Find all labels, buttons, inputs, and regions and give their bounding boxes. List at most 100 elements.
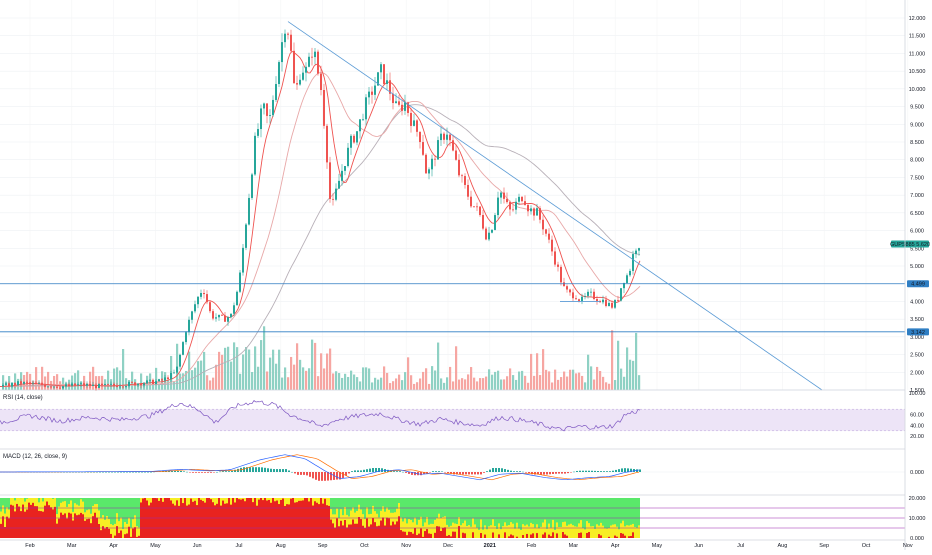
squeeze-yellow-bar [476,527,478,538]
macd-histogram-bar [330,472,332,481]
macd-histogram-bar [609,471,611,472]
squeeze-yellow-bar [590,526,592,538]
candle-body [479,206,481,215]
macd-histogram-bar [570,472,572,473]
squeeze-red-bar [442,527,444,538]
squeeze-red-bar [434,532,436,538]
macd-histogram-bar [396,471,398,472]
squeeze-red-bar [266,500,268,538]
macd-histogram-bar [84,471,86,473]
squeeze-red-bar [16,503,18,538]
squeeze-red-bar [234,502,236,538]
squeeze-yellow-bar [532,524,534,538]
squeeze-red-bar [410,532,412,538]
candle-body [209,302,211,312]
candle-body [515,201,517,210]
squeeze-red-bar [280,499,282,538]
squeeze-red-bar [400,530,402,538]
squeeze-pane[interactable]: 20.000 10.000 0.000 [0,496,925,542]
candle-body [122,386,124,388]
macd-histogram-bar [216,471,218,473]
macd-histogram-bar [351,471,353,472]
macd-histogram-bar [363,469,365,472]
macd-histogram-bar [405,472,407,473]
candle-body [41,383,43,385]
squeeze-yellow-bar [554,529,556,538]
volume-bar [191,370,194,390]
squeeze-red-bar [632,532,634,538]
squeeze-red-bar [106,527,108,538]
price-pane[interactable] [0,0,909,391]
price-tick-label: 9.000 [910,122,924,128]
squeeze-yellow-bar [530,522,532,538]
candle-body [410,112,412,126]
squeeze-yellow-bar [626,525,628,538]
candle-body [80,383,82,385]
volume-bar [140,373,143,390]
squeeze-yellow-bar [536,524,538,538]
macd-histogram-bar [261,467,263,472]
macd-histogram-bar [507,469,509,472]
macd-histogram-bar [573,471,575,473]
macd-histogram-bar [372,468,374,472]
time-axis-label: Oct [360,543,369,549]
time-axis-label: Aug [778,543,788,549]
candle-body [158,379,160,382]
candle-body [392,93,394,104]
candle-body [569,289,571,293]
volume-bar [416,382,419,390]
squeeze-yellow-bar [502,526,504,538]
volume-bar [287,377,290,390]
candle-body [467,184,469,197]
volume-bar [77,370,80,390]
volume-bar [407,357,410,390]
squeeze-red-bar [510,534,512,538]
volume-bar [386,372,389,390]
rsi-pane[interactable]: RSI (14, close) 100.00 60.00 40.00 20.00 [0,391,925,450]
macd-pane[interactable]: MACD (12, 26, close, 9) 0.000 [0,454,924,496]
volume-bar [530,353,533,390]
squeeze-red-bar [522,535,524,538]
volume-bar [557,379,560,390]
squeeze-yellow-bar [136,526,138,538]
candle-body [509,202,511,210]
squeeze-yellow-bar [610,525,612,538]
candle-body [194,304,196,312]
volume-bar [14,373,17,390]
volume-bar [413,383,416,390]
squeeze-red-bar [52,509,54,538]
squeeze-red-bar [300,500,302,538]
macd-histogram-bar [486,471,488,472]
candle-body [458,159,460,176]
squeeze-red-bar [50,507,52,538]
candle-body [500,192,502,198]
squeeze-yellow-bar [490,525,492,538]
macd-histogram-bar [114,471,116,473]
candle-body [47,386,49,388]
candle-body [620,288,622,301]
squeeze-red-bar [252,502,254,538]
squeeze-red-bar [46,501,48,538]
macd-histogram-bar [336,472,338,480]
volume-bar [323,368,326,390]
volume-bar [569,369,572,390]
volume-bar [203,351,206,390]
squeeze-red-bar [222,500,224,538]
squeeze-red-bar [340,520,342,538]
macd-histogram-bar [252,467,254,472]
volume-bar [620,368,623,390]
time-axis-label: Nov [401,543,411,549]
candle-body [260,108,262,130]
squeeze-red-bar [0,523,2,538]
squeeze-red-bar [108,528,110,538]
squeeze-red-bar [158,500,160,538]
squeeze-red-bar [384,525,386,538]
candle-body [563,282,565,287]
squeeze-red-bar [438,526,440,538]
candle-body [389,80,391,94]
squeeze-red-bar [556,533,558,538]
time-axis-label: Sep [819,543,829,549]
macd-histogram-bar [408,472,410,474]
squeeze-red-bar [204,502,206,538]
candle-body [14,383,16,386]
